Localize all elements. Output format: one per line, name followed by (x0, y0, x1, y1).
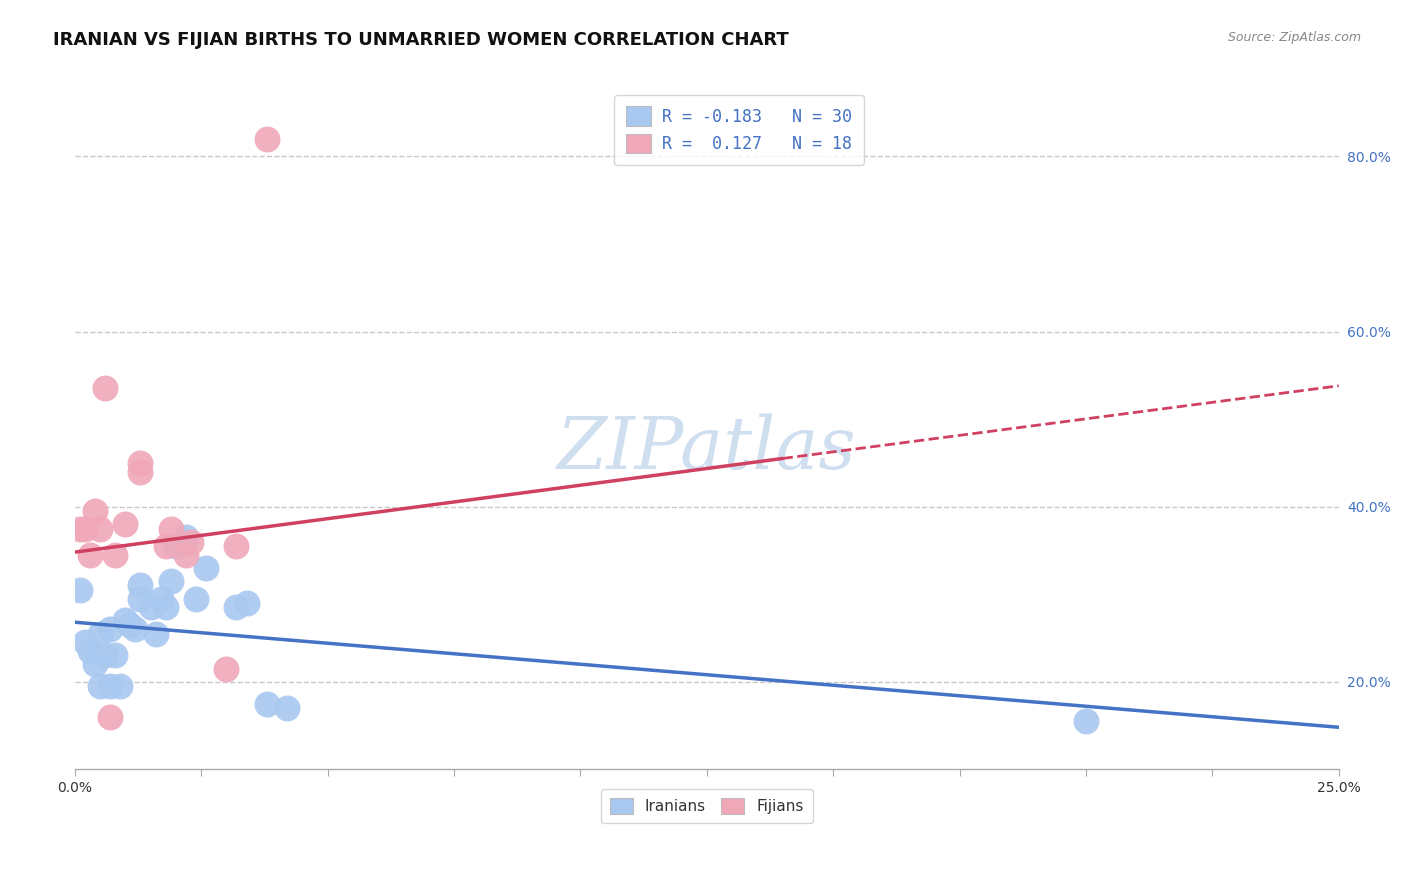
Point (73, 522, 96, 536)
Point (98, 710, 121, 724)
Point (159, 574, 181, 588)
Point (184, 591, 207, 606)
Point (120, 617, 142, 632)
Point (155, 600, 177, 615)
Point (129, 578, 152, 592)
Point (124, 622, 146, 636)
Point (276, 701, 298, 715)
Point (149, 591, 172, 606)
Point (225, 539, 247, 553)
Text: IRANIAN VS FIJIAN BIRTHS TO UNMARRIED WOMEN CORRELATION CHART: IRANIAN VS FIJIAN BIRTHS TO UNMARRIED WO… (53, 31, 789, 49)
Point (155, 539, 177, 553)
Point (235, 596, 257, 610)
Point (174, 530, 197, 544)
Point (129, 591, 152, 606)
Point (159, 522, 181, 536)
Text: Source: ZipAtlas.com: Source: ZipAtlas.com (1227, 31, 1361, 45)
Point (129, 456, 152, 470)
Point (114, 517, 136, 532)
Point (79, 644, 101, 658)
Point (174, 548, 197, 562)
Point (1074, 714, 1097, 728)
Point (79, 548, 101, 562)
Point (98, 679, 121, 693)
Point (69, 582, 91, 597)
Point (94, 648, 117, 663)
Point (145, 626, 167, 640)
Point (114, 614, 136, 628)
Point (195, 561, 218, 575)
Point (89, 522, 111, 536)
Point (215, 662, 238, 676)
Point (84, 657, 107, 672)
Point (256, 132, 278, 146)
Point (94, 381, 117, 395)
Point (129, 465, 152, 479)
Point (256, 697, 278, 711)
Point (84, 504, 107, 518)
Point (165, 539, 187, 553)
Legend: Iranians, Fijians: Iranians, Fijians (600, 789, 813, 823)
Point (225, 600, 247, 615)
Point (69, 522, 91, 536)
Point (104, 548, 127, 562)
Point (139, 600, 162, 615)
Point (98, 622, 121, 636)
Point (108, 679, 131, 693)
Point (73, 635, 96, 649)
Point (89, 626, 111, 640)
Point (89, 679, 111, 693)
Text: ZIPatlas: ZIPatlas (557, 413, 856, 483)
Point (104, 648, 127, 663)
Point (180, 534, 202, 549)
